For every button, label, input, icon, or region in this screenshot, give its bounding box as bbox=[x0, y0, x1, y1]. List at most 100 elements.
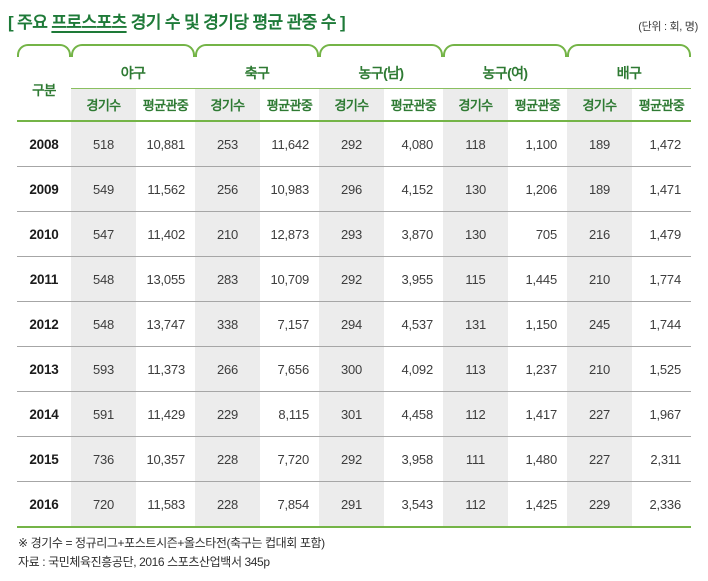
games-count-cell: 593 bbox=[71, 346, 136, 392]
footnote-definition: ※ 경기수 = 정규리그+포스트시즌+올스타전(축구는 컵대회 포함) bbox=[18, 536, 325, 550]
avg-attendance-cell: 2,336 bbox=[632, 481, 691, 528]
games-count-cell: 293 bbox=[319, 211, 384, 257]
title-segment: [ 주요 bbox=[8, 13, 52, 32]
bracket-decorations bbox=[17, 44, 691, 57]
games-count-cell: 131 bbox=[443, 301, 508, 347]
games-count-cell: 130 bbox=[443, 166, 508, 212]
bracket-basketball-men bbox=[319, 44, 443, 57]
table-row: 2014 591 11,429 229 8,115 301 4,458 112 1,417 227… bbox=[17, 391, 691, 437]
subheader-games: 경기수 bbox=[567, 88, 632, 122]
subheader-avg: 평균관중 bbox=[508, 88, 567, 122]
games-count-cell: 720 bbox=[71, 481, 136, 528]
unit-label: (단위 : 회, 명) bbox=[638, 21, 698, 33]
games-count-cell: 256 bbox=[195, 166, 260, 212]
avg-attendance-cell: 7,157 bbox=[260, 301, 319, 347]
stats-table: 구분 야구 축구 농구(남) 농구(여) 배구 경기수 평균관중 경기수 평균관… bbox=[17, 57, 691, 528]
avg-attendance-cell: 7,720 bbox=[260, 436, 319, 482]
avg-attendance-cell: 8,115 bbox=[260, 391, 319, 437]
games-count-cell: 591 bbox=[71, 391, 136, 437]
avg-attendance-cell: 4,080 bbox=[401, 136, 433, 152]
games-count-cell: 245 bbox=[567, 301, 632, 347]
games-count-cell: 210 bbox=[195, 211, 260, 257]
games-count-cell: 113 bbox=[443, 346, 508, 392]
stats-table-area: 구분 야구 축구 농구(남) 농구(여) 배구 경기수 평균관중 경기수 평균관… bbox=[17, 44, 691, 528]
subheader-games: 경기수 bbox=[319, 88, 384, 122]
year-cell: 2011 bbox=[17, 256, 71, 302]
table-row: 2009 549 11,562 256 10,983 296 4,152 130 1,206 18… bbox=[17, 166, 691, 212]
games-count-cell: 518 bbox=[71, 121, 136, 167]
group-header-baseball: 야구 bbox=[71, 57, 195, 89]
avg-attendance-cell: 7,854 bbox=[260, 481, 319, 528]
avg-attendance-cell: 10,709 bbox=[260, 256, 319, 302]
year-cell: 2012 bbox=[17, 301, 71, 347]
avg-attendance-cell: 4,458 bbox=[384, 391, 443, 437]
games-count-cell: 547 bbox=[71, 211, 136, 257]
games-count-cell: 227 bbox=[567, 391, 632, 437]
bracket-baseball bbox=[71, 44, 195, 57]
games-count-cell: 229 bbox=[567, 481, 632, 528]
avg-attendance-cell: 7,656 bbox=[260, 346, 319, 392]
group-header-row: 구분 야구 축구 농구(남) 농구(여) 배구 bbox=[17, 57, 691, 122]
avg-attendance-cell: 1,744 bbox=[632, 301, 691, 347]
table-row: 2012 548 13,747 338 7,157 294 4,537 131 1,150 245… bbox=[17, 301, 691, 347]
subheader-games: 경기수 bbox=[443, 88, 508, 122]
avg-attendance-cell: 1,206 bbox=[508, 166, 567, 212]
table-row: 2008 518 10,881 253 11,642 292 4,080 118 1,100 18… bbox=[17, 121, 691, 167]
avg-attendance-cell: 3,958 bbox=[384, 436, 443, 482]
year-cell: 2009 bbox=[17, 166, 71, 212]
table-row: 2011 548 13,055 283 10,709 292 3,955 115 1,445 21… bbox=[17, 256, 691, 302]
table-body: 2008 518 10,881 253 11,642 292 4,080 118 1,100 18… bbox=[17, 121, 691, 528]
avg-attendance-cell: 1,967 bbox=[632, 391, 691, 437]
page-title: [ 주요 프로스포츠 경기 수 및 경기당 평균 관중 수 ] bbox=[8, 8, 346, 33]
avg-attendance-cell: 12,873 bbox=[260, 211, 319, 257]
games-count-cell: 210 bbox=[567, 256, 632, 302]
games-count-cell: 227 bbox=[567, 436, 632, 482]
group-header-volleyball: 배구 bbox=[567, 57, 691, 89]
avg-attendance-cell: 3,870 bbox=[384, 211, 443, 257]
games-count-cell: 338 bbox=[195, 301, 260, 347]
games-count-cell: 736 bbox=[71, 436, 136, 482]
group-header-basketball-men: 농구(남) bbox=[319, 57, 443, 89]
subheader-games: 경기수 bbox=[71, 88, 136, 122]
subheader-games: 경기수 bbox=[195, 88, 260, 122]
avg-attendance-cell: 4,092 bbox=[384, 346, 443, 392]
avg-attendance-cell: 11,373 bbox=[136, 346, 195, 392]
table-row: 2015 736 10,357 228 7,720 292 3,958 111 1,480 227… bbox=[17, 436, 691, 482]
avg-attendance-cell: 1,774 bbox=[632, 256, 691, 302]
avg-attendance-cell: 1,472 bbox=[649, 136, 681, 152]
avg-attendance-cell: 11,562 bbox=[136, 166, 195, 212]
avg-attendance-cell: 1,425 bbox=[508, 481, 567, 528]
year-cell: 2015 bbox=[17, 436, 71, 482]
avg-attendance-cell: 10,881 bbox=[146, 136, 185, 152]
bracket-gubun bbox=[17, 44, 71, 57]
games-count-cell: 229 bbox=[195, 391, 260, 437]
avg-attendance-cell: 3,543 bbox=[384, 481, 443, 528]
games-count-cell: 548 bbox=[71, 256, 136, 302]
year-cell: 2016 bbox=[17, 481, 71, 528]
avg-attendance-cell: 13,747 bbox=[136, 301, 195, 347]
sub-header-row: 경기수 평균관중 경기수 평균관중 경기수 평균관중 경기수 평균관중 경기수 … bbox=[17, 88, 691, 122]
year-cell: 2010 bbox=[17, 211, 71, 257]
games-count-cell: 292 bbox=[319, 436, 384, 482]
bracket-basketball-women bbox=[443, 44, 567, 57]
bracket-soccer bbox=[195, 44, 319, 57]
games-count-cell: 130 bbox=[443, 211, 508, 257]
avg-attendance-cell: 2,311 bbox=[632, 436, 691, 482]
group-header-basketball-women: 농구(여) bbox=[443, 57, 567, 89]
table-row: 2016 720 11,583 228 7,854 291 3,543 112 1,425 229… bbox=[17, 481, 691, 528]
avg-attendance-cell: 1,237 bbox=[508, 346, 567, 392]
avg-attendance-cell: 10,983 bbox=[260, 166, 319, 212]
avg-attendance-cell: 1,417 bbox=[508, 391, 567, 437]
avg-attendance-cell: 1,471 bbox=[632, 166, 691, 212]
games-count-cell: 228 bbox=[195, 436, 260, 482]
table-header: 구분 야구 축구 농구(남) 농구(여) 배구 경기수 평균관중 경기수 평균관… bbox=[17, 57, 691, 122]
title-segment-underlined: 프로스포츠 bbox=[51, 13, 127, 32]
games-count-cell: 296 bbox=[319, 166, 384, 212]
title-segment: 경기 수 및 경기당 평균 관중 수 ] bbox=[126, 13, 346, 32]
avg-attendance-cell: 1,479 bbox=[632, 211, 691, 257]
games-count-cell: 253 bbox=[195, 121, 260, 167]
subheader-avg: 평균관중 bbox=[136, 88, 195, 122]
year-cell: 2014 bbox=[17, 391, 71, 437]
subheader-avg: 평균관중 bbox=[384, 88, 443, 122]
games-count-cell: 294 bbox=[319, 301, 384, 347]
